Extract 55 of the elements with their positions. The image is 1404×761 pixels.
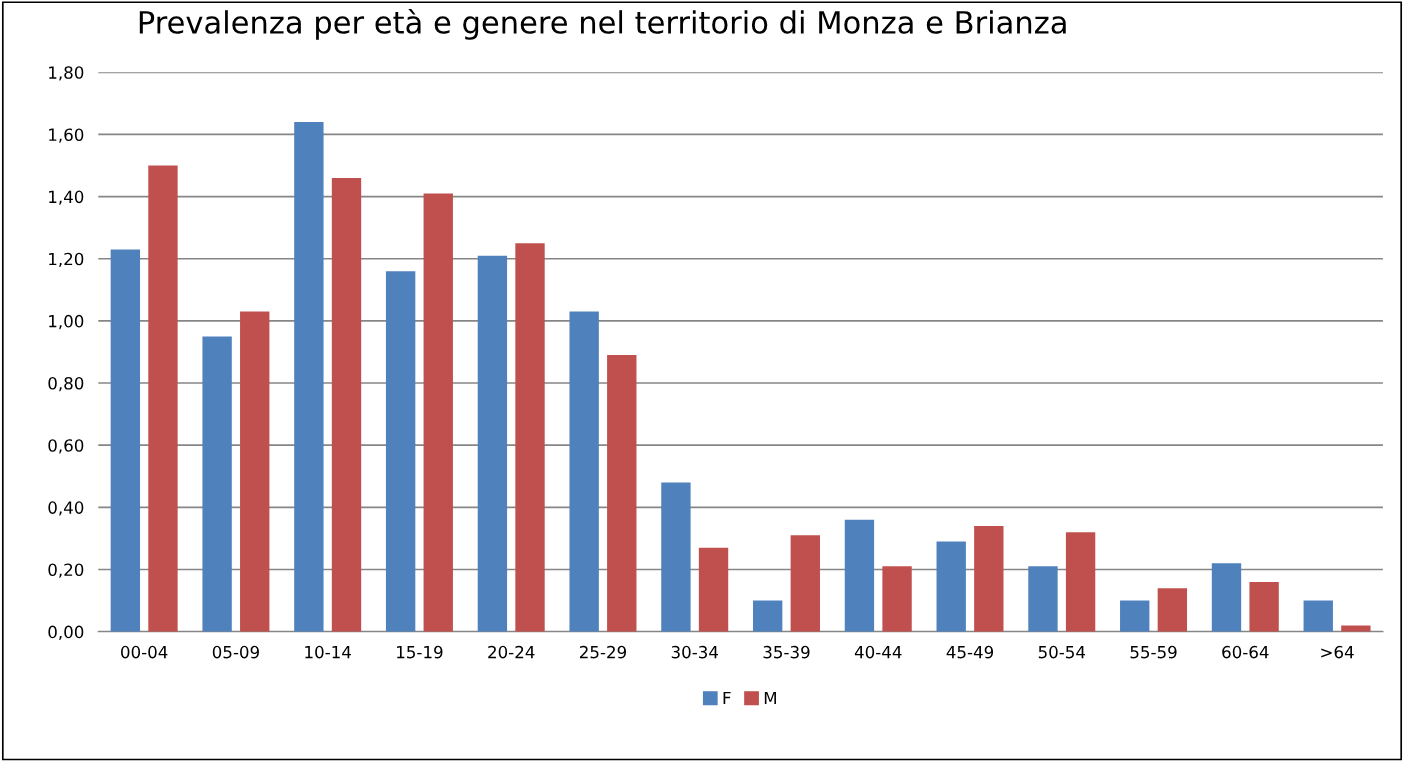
- y-tick-label: 1,00: [49, 314, 84, 330]
- y-tick-label: 0,00: [48, 625, 84, 640]
- chart-title: Prevalenza per età e genere nel territorio di Monza e Brianza: [139, 8, 1066, 40]
- x-tick-label: 10-14: [305, 645, 351, 659]
- bar: [1120, 600, 1150, 632]
- x-tick-label: 35-39: [763, 645, 810, 659]
- x-tick-label: 25-29: [579, 645, 627, 659]
- bar: [240, 311, 270, 632]
- bar: [515, 243, 545, 632]
- x-tick-label: 05-09: [212, 645, 259, 659]
- bar: [974, 525, 1004, 632]
- x-tick-label: 40-44: [854, 645, 902, 659]
- bar: [331, 177, 362, 632]
- y-tick-label: 1,40: [49, 190, 84, 205]
- bar: [385, 271, 416, 632]
- x-tick-label: 15-19: [397, 645, 443, 659]
- y-tick-label: 0,80: [48, 377, 84, 392]
- y-tick-label: 0,60: [48, 439, 84, 454]
- x-tick-label: 20-24: [488, 645, 535, 659]
- x-tick-label: 55-59: [1130, 645, 1177, 659]
- legend-label: F: [723, 691, 731, 705]
- bar: [1065, 532, 1096, 632]
- x-tick-label: 30-34: [671, 645, 719, 659]
- bar: [753, 600, 783, 632]
- bar: [1028, 566, 1058, 632]
- bar: [294, 122, 324, 632]
- bar: [882, 566, 912, 632]
- bar: [1157, 588, 1188, 632]
- bar: [698, 547, 729, 632]
- bar: [477, 255, 508, 632]
- bar: [936, 541, 966, 632]
- bar: [607, 355, 637, 632]
- bar: [1249, 581, 1279, 632]
- bar: [790, 535, 820, 632]
- bar: [148, 165, 178, 632]
- y-tick-label: 0,20: [48, 563, 84, 578]
- legend-label: M: [764, 691, 776, 705]
- bar: [423, 193, 453, 632]
- bar: [110, 249, 141, 632]
- y-tick-label: 0,40: [48, 501, 84, 516]
- bar: [661, 482, 691, 632]
- bar: [1341, 625, 1371, 632]
- x-tick-label: 00-04: [121, 645, 168, 659]
- y-tick-label: 1,80: [49, 66, 84, 81]
- y-tick-label: 1,60: [49, 128, 84, 143]
- bar: [844, 519, 875, 632]
- bar: [1303, 600, 1333, 632]
- bar: [1211, 563, 1242, 632]
- x-tick-label: 60-64: [1222, 645, 1269, 659]
- x-tick-label: 45-49: [946, 645, 994, 659]
- bar: [202, 336, 232, 632]
- bar: [569, 311, 599, 632]
- x-tick-label: 50-54: [1038, 645, 1086, 659]
- y-tick-label: 1,20: [49, 252, 84, 268]
- x-tick-label: >64: [1321, 645, 1354, 659]
